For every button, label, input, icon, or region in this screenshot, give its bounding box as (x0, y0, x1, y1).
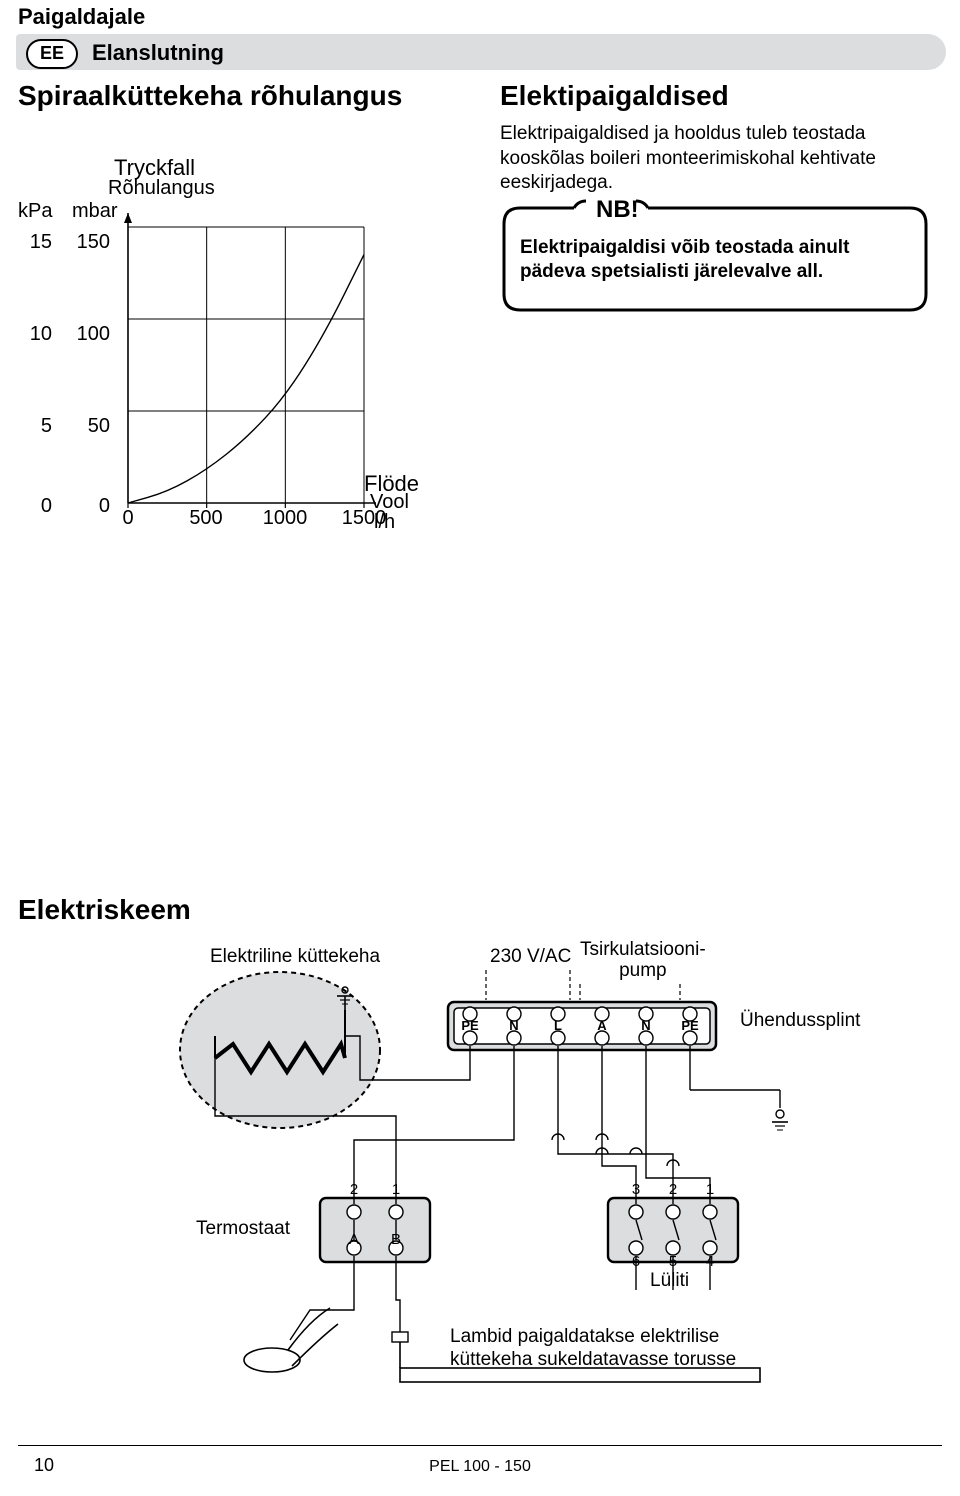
footer-model: PEL 100 - 150 (429, 1458, 531, 1476)
svg-text:L: L (554, 1018, 562, 1033)
pressure-drop-chart: Tryckfall Rõhulangus kPa mbar 15 10 5 0 … (18, 155, 458, 545)
svg-text:N: N (509, 1018, 518, 1033)
svg-text:N: N (641, 1018, 650, 1033)
notice-label: NB! (596, 196, 639, 224)
svg-text:PE: PE (681, 1018, 699, 1033)
header-badge: EE (26, 39, 78, 69)
schematic: PENLANPE21AB321654 Elektriline küttekeha… (160, 940, 880, 1410)
right-paragraph: Elektripaigaldised ja hooldus tuleb teos… (500, 122, 920, 196)
label-pump: Tsirkulatsiooni- pump (580, 940, 706, 982)
svg-text:A: A (597, 1018, 607, 1033)
label-splint: Ühendussplint (740, 1010, 860, 1032)
svg-text:PE: PE (461, 1018, 479, 1033)
label-heater: Elektriline küttekeha (210, 946, 380, 968)
header-section: Elanslutning (92, 40, 224, 66)
label-termostaat: Termostaat (196, 1218, 290, 1240)
header-top: Paigaldajale (18, 4, 145, 30)
footer-page: 10 (34, 1455, 54, 1476)
notice-text: Elektripaigaldisi võib teostada ainult p… (520, 236, 916, 284)
notice-box: NB! Elektripaigaldisi võib teostada ainu… (500, 198, 930, 313)
left-title: Spiraalküttekeha rõhulangus (18, 80, 402, 112)
right-title: Elektipaigaldised (500, 80, 729, 112)
footer-rule (18, 1445, 942, 1446)
label-luliti: Lüliti (650, 1270, 689, 1292)
chart-svg (18, 155, 458, 545)
label-footer-text: Lambid paigaldatakse elektrilise kütteke… (450, 1326, 750, 1372)
label-vac: 230 V/AC (490, 946, 571, 968)
schematic-title: Elektriskeem (18, 894, 191, 926)
